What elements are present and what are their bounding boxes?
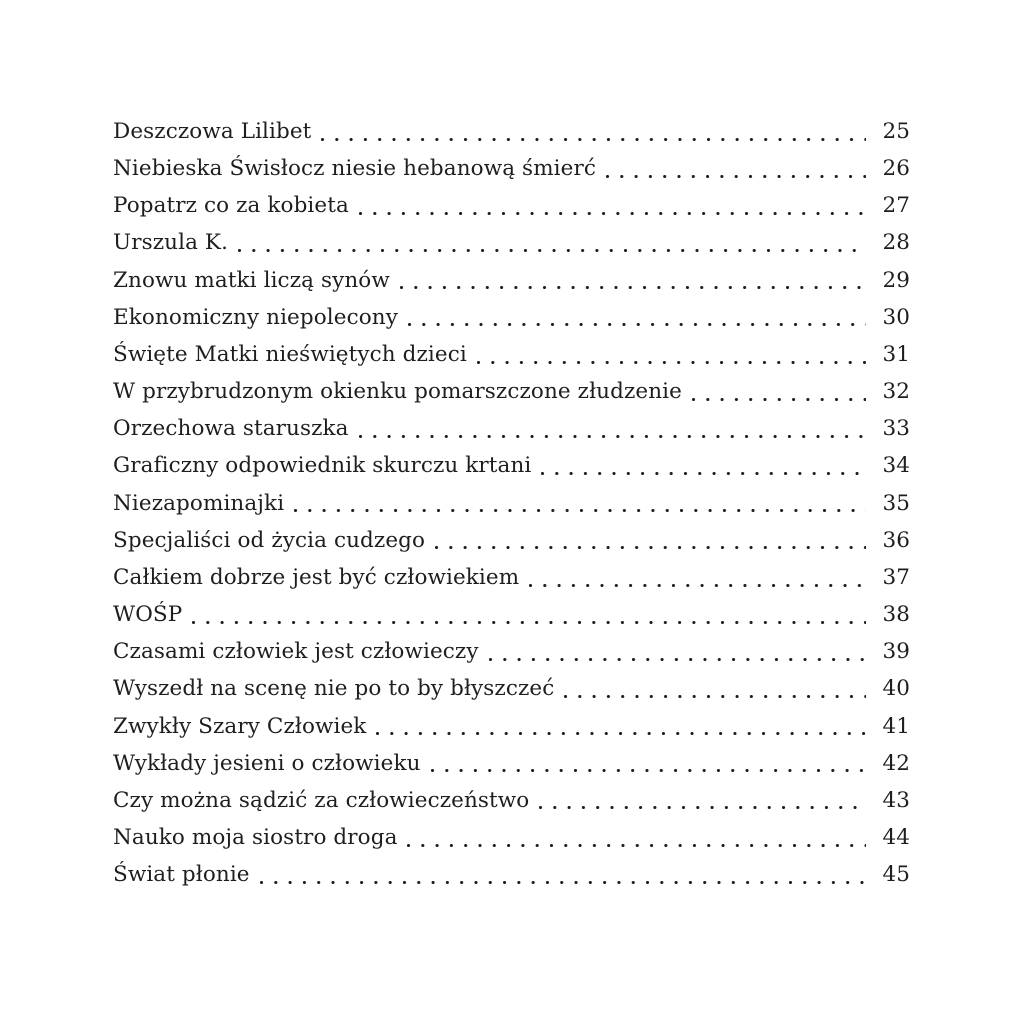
toc-entry: Specjaliści od życia cudzego 36 [113,521,910,559]
toc-entry-page-number: 43 [882,787,910,813]
toc-entry: Popatrz co za kobieta 27 [113,187,910,225]
dot-leader [397,261,866,299]
toc-entry: Wyszedł na scenę nie po to by błyszczeć … [113,670,910,708]
toc-entry: Czy można sądzić za człowieczeństwo 43 [113,781,910,819]
toc-entry-title: Świat płonie [113,862,250,888]
dot-leader [486,633,866,671]
dot-leader [433,521,866,559]
toc-entry-title: Orzechowa staruszka [113,416,349,442]
toc-entry-page-number: 26 [882,156,910,182]
toc-entry-page-number: 39 [882,639,910,665]
toc-entry-page-number: 31 [882,341,910,367]
toc-entry-title: Deszczowa Lilibet [113,119,312,144]
dot-leader [604,150,866,188]
toc-entry: Urszula K. 28 [113,224,910,262]
toc-entry: Wykłady jesieni o człowieku 42 [113,744,910,782]
toc-entry-page-number: 41 [882,713,910,739]
toc-entry: WOŚP 38 [113,596,910,634]
toc-entry-page-number: 35 [882,490,910,516]
dot-leader [537,781,866,819]
toc-entry-page-number: 40 [882,676,910,702]
toc-entry-title: Popatrz co za kobieta [113,193,349,219]
toc-entry-page-number: 33 [882,416,910,442]
toc-entry-page-number: 38 [882,602,910,628]
toc-entry-page-number: 28 [882,230,910,256]
toc-entry: Graficzny odpowiednik skurczu krtani 34 [113,447,910,485]
toc-entry-title: Nauko moja siostro droga [113,824,398,850]
dot-leader [292,484,866,522]
toc-entry-title: Wyszedł na scenę nie po to by błyszczeć [113,676,555,702]
dot-leader [405,818,866,857]
dot-leader [428,744,866,782]
toc-entry: Zwykły Szary Człowiek 41 [113,707,910,745]
toc-entry-title: WOŚP [113,602,183,628]
toc-entry-title: Czasami człowiek jest człowieczy [113,639,479,665]
dot-leader [356,410,866,448]
dot-leader [474,335,866,374]
toc-entry-page-number: 36 [882,527,910,553]
toc-entry-page-number: 44 [882,824,910,850]
toc-entry: Deszczowa Lilibet 25 [113,113,910,151]
toc-entry: W przybrudzonym okienku pomarszczone złu… [113,373,910,411]
toc-entry-page-number: 25 [882,119,910,144]
dot-leader [690,373,866,411]
dot-leader [236,224,866,262]
toc-entry-title: Znowu matki liczą synów [113,267,390,293]
toc-entry: Znowu matki liczą synów 29 [113,261,910,299]
toc-entry-title: Ekonomiczny niepolecony [113,304,398,330]
toc-entry: Niebieska Świsłocz niesie hebanową śmier… [113,150,910,188]
toc-entry: Ekonomiczny niepolecony 30 [113,298,910,336]
toc-entry: Święte Matki nieświętych dzieci 31 [113,335,910,374]
dot-leader [374,707,866,745]
toc-entry-title: W przybrudzonym okienku pomarszczone złu… [113,379,682,405]
toc-list: Deszczowa Lilibet 25 Niebieska Świsłocz … [113,113,910,894]
toc-entry: Nauko moja siostro droga 44 [113,818,910,857]
toc-entry-page-number: 45 [882,862,910,888]
toc-entry-title: Święte Matki nieświętych dzieci [113,341,467,367]
toc-entry-page-number: 30 [882,304,910,330]
toc-entry-title: Wykłady jesieni o człowieku [113,750,421,776]
toc-entry-title: Graficzny odpowiednik skurczu krtani [113,453,532,479]
toc-entry-page-number: 34 [882,453,910,479]
dot-leader [257,856,866,894]
toc-entry: Niezapominajki 35 [113,484,910,522]
toc-entry-page-number: 32 [882,379,910,405]
toc-entry: Czasami człowiek jest człowieczy 39 [113,633,910,671]
toc-entry-page-number: 27 [882,193,910,219]
dot-leader [539,447,866,485]
dot-leader [527,558,866,597]
toc-entry: Całkiem dobrze jest być człowiekiem 37 [113,558,910,597]
toc-entry-page-number: 37 [882,564,910,590]
toc-entry-page-number: 42 [882,750,910,776]
dot-leader [562,670,866,708]
toc-entry-title: Czy można sądzić za człowieczeństwo [113,787,530,813]
toc-entry-title: Specjaliści od życia cudzego [113,527,426,553]
toc-entry-title: Niebieska Świsłocz niesie hebanową śmier… [113,156,596,182]
dot-leader [319,113,866,151]
dot-leader [405,298,866,336]
dot-leader [356,187,866,225]
toc-entry-title: Zwykły Szary Człowiek [113,713,367,739]
dot-leader [190,596,866,634]
toc-entry: Orzechowa staruszka 33 [113,410,910,448]
toc-entry-title: Urszula K. [113,230,229,256]
toc-entry: Świat płonie 45 [113,856,910,894]
toc-entry-title: Całkiem dobrze jest być człowiekiem [113,564,520,590]
toc-entry-title: Niezapominajki [113,490,285,516]
toc-entry-page-number: 29 [882,267,910,293]
